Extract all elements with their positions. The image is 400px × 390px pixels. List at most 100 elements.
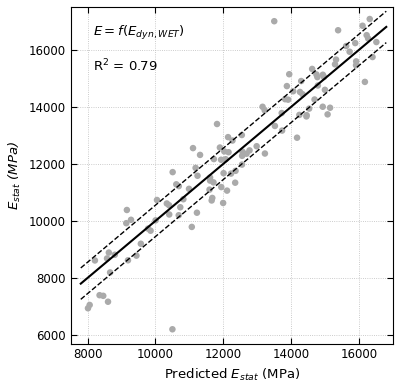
Point [271,18,278,24]
X-axis label: Predicted $E_{stat}$ (MPa): Predicted $E_{stat}$ (MPa) [164,367,300,383]
Point [232,179,238,186]
Point [365,35,371,42]
Point [180,196,186,202]
Point [192,165,199,171]
Point [152,217,159,223]
Point [176,183,182,189]
Point [343,43,349,49]
Point [369,54,376,60]
Point [353,58,359,64]
Point [217,144,223,151]
Point [278,110,285,116]
Point [320,104,326,110]
Point [190,145,196,151]
Point [186,186,192,192]
Point [225,134,231,140]
Point [239,161,245,168]
Point [333,57,339,63]
Y-axis label: $E_{stat}$ (MPa): $E_{stat}$ (MPa) [7,141,23,210]
Point [246,147,253,154]
Point [259,104,266,110]
Point [335,27,341,34]
Point [211,156,217,162]
Point [206,186,213,193]
Point [353,62,359,68]
Point [282,96,288,102]
Point [239,149,246,155]
Point [346,49,353,55]
Point [197,152,203,158]
Point [145,225,151,232]
Point [352,40,358,46]
Point [262,151,268,157]
Point [313,71,320,78]
Point [209,195,216,201]
Point [194,173,201,179]
Point [320,72,326,78]
Point [311,96,318,103]
Point [170,169,176,175]
Point [124,207,130,213]
Point [218,157,224,163]
Point [232,168,239,174]
Point [218,184,224,190]
Point [294,135,300,141]
Point [279,128,285,134]
Point [373,39,380,45]
Point [86,302,93,308]
Point [214,121,220,127]
Point [176,212,182,218]
Point [303,113,310,119]
Point [272,123,278,129]
Point [286,71,292,77]
Point [290,88,296,94]
Point [315,82,321,89]
Text: $E = f(E_{dyn,WET})$: $E = f(E_{dyn,WET})$ [93,24,185,42]
Text: R$^2$ = 0.79: R$^2$ = 0.79 [93,57,158,74]
Point [243,151,250,157]
Point [314,74,320,80]
Point [133,252,140,259]
Point [207,177,213,184]
Point [362,79,368,85]
Point [228,170,234,177]
Point [208,197,215,204]
Point [188,224,195,230]
Point [220,200,226,206]
Point [106,250,112,256]
Point [332,61,338,67]
Point [299,91,306,98]
Point [359,23,366,29]
Point [229,137,236,144]
Point [125,257,131,263]
Point [123,220,130,226]
Point [104,255,110,262]
Point [166,211,172,218]
Point [194,209,200,216]
Point [296,112,302,118]
Point [166,202,172,208]
Point [284,83,290,89]
Point [298,78,304,84]
Point [324,111,331,117]
Point [138,241,144,247]
Point [85,305,91,311]
Point [321,74,327,80]
Point [100,293,106,299]
Point [262,107,268,113]
Point [254,143,260,149]
Point [285,97,291,103]
Point [220,170,227,176]
Point [304,112,310,118]
Point [222,156,229,162]
Point [221,148,228,154]
Point [364,32,370,38]
Point [92,257,98,264]
Point [147,228,154,234]
Point [239,132,245,138]
Point [327,105,333,111]
Point [177,204,184,210]
Point [173,181,180,188]
Point [225,149,232,155]
Point [210,179,217,186]
